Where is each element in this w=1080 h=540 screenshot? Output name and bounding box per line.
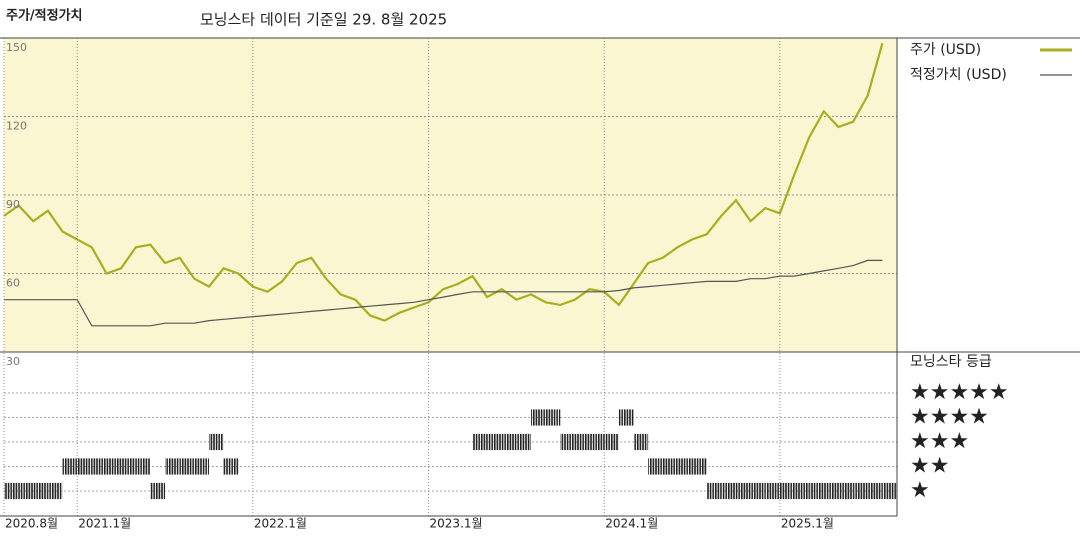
y-tick-label: 30 bbox=[6, 355, 20, 368]
rating-bar bbox=[165, 458, 180, 475]
legend-label: 적정가치 (USD) bbox=[910, 67, 1007, 83]
rating-bar bbox=[208, 433, 224, 451]
rating-bar bbox=[867, 482, 883, 500]
rating-bar bbox=[18, 482, 34, 500]
rating-bar bbox=[135, 458, 151, 475]
rating-bar bbox=[91, 458, 107, 475]
rating-bar bbox=[62, 458, 78, 475]
rating-bar bbox=[882, 482, 897, 500]
rating-bar bbox=[106, 458, 122, 475]
rating-bar bbox=[223, 458, 239, 475]
chart-title: 주가/적정가치 bbox=[6, 8, 83, 24]
rating-bar bbox=[706, 482, 722, 500]
rating-label: ★★★★ bbox=[910, 405, 989, 430]
rating-bar bbox=[677, 458, 693, 475]
rating-bar bbox=[77, 458, 92, 475]
rating-label: ★★★★★ bbox=[910, 380, 1009, 405]
x-tick-label: 2024.1월 bbox=[605, 517, 658, 531]
rating-bar bbox=[794, 482, 810, 500]
rating-bar bbox=[194, 458, 209, 475]
rating-bar bbox=[33, 482, 48, 500]
plot bbox=[3, 37, 897, 516]
x-tick-label: 2021.1월 bbox=[78, 517, 131, 531]
x-tick-label: 2022.1월 bbox=[254, 517, 307, 531]
rating-bar bbox=[516, 433, 532, 451]
rating-bar bbox=[604, 433, 619, 451]
rating-label: ★★ bbox=[910, 454, 949, 479]
rating-bar bbox=[721, 482, 736, 500]
y-tick-label: 150 bbox=[6, 41, 27, 54]
rating-bar bbox=[179, 458, 195, 475]
rating-bar bbox=[853, 482, 868, 500]
rating-bar bbox=[487, 433, 502, 451]
chart-subtitle: 모닝스타 데이터 기준일 29. 8월 2025 bbox=[200, 11, 447, 29]
rating-bar bbox=[560, 433, 575, 451]
rating-bar bbox=[531, 409, 546, 426]
rating-bar bbox=[618, 409, 634, 426]
rating-bar bbox=[838, 482, 854, 500]
rating-bar bbox=[823, 482, 839, 500]
rating-bar bbox=[662, 458, 678, 475]
rating-bar bbox=[633, 433, 649, 451]
rating-bar bbox=[809, 482, 824, 500]
y-tick-label: 60 bbox=[6, 277, 20, 290]
rating-label: ★★★ bbox=[910, 429, 969, 454]
rating-bar bbox=[47, 482, 63, 500]
rating-bar bbox=[648, 458, 663, 475]
x-tick-label: 2025.1월 bbox=[781, 517, 834, 531]
legend-label: 주가 (USD) bbox=[910, 42, 981, 58]
rating-bar bbox=[779, 482, 795, 500]
rating-bar bbox=[692, 458, 707, 475]
x-tick-label: 2020.8월 bbox=[5, 517, 58, 531]
rating-title: 모닝스타 등급 bbox=[910, 354, 992, 370]
series-line bbox=[3, 42, 884, 322]
rating-bar bbox=[501, 433, 517, 451]
x-tick-label: 2023.1월 bbox=[430, 517, 483, 531]
rating-bar bbox=[765, 482, 780, 500]
rating-bar bbox=[545, 409, 561, 426]
series-line bbox=[4, 259, 883, 327]
rating-bar bbox=[150, 482, 166, 500]
rating-bar bbox=[589, 433, 605, 451]
rating-bar bbox=[735, 482, 751, 500]
y-tick-label: 90 bbox=[6, 198, 20, 211]
rating-bar bbox=[574, 433, 590, 451]
rating-bar bbox=[750, 482, 766, 500]
rating-bar bbox=[121, 458, 136, 475]
rating-bar bbox=[472, 433, 488, 451]
rating-bar bbox=[4, 482, 19, 500]
y-tick-label: 120 bbox=[6, 120, 27, 133]
rating-label: ★ bbox=[910, 478, 930, 503]
